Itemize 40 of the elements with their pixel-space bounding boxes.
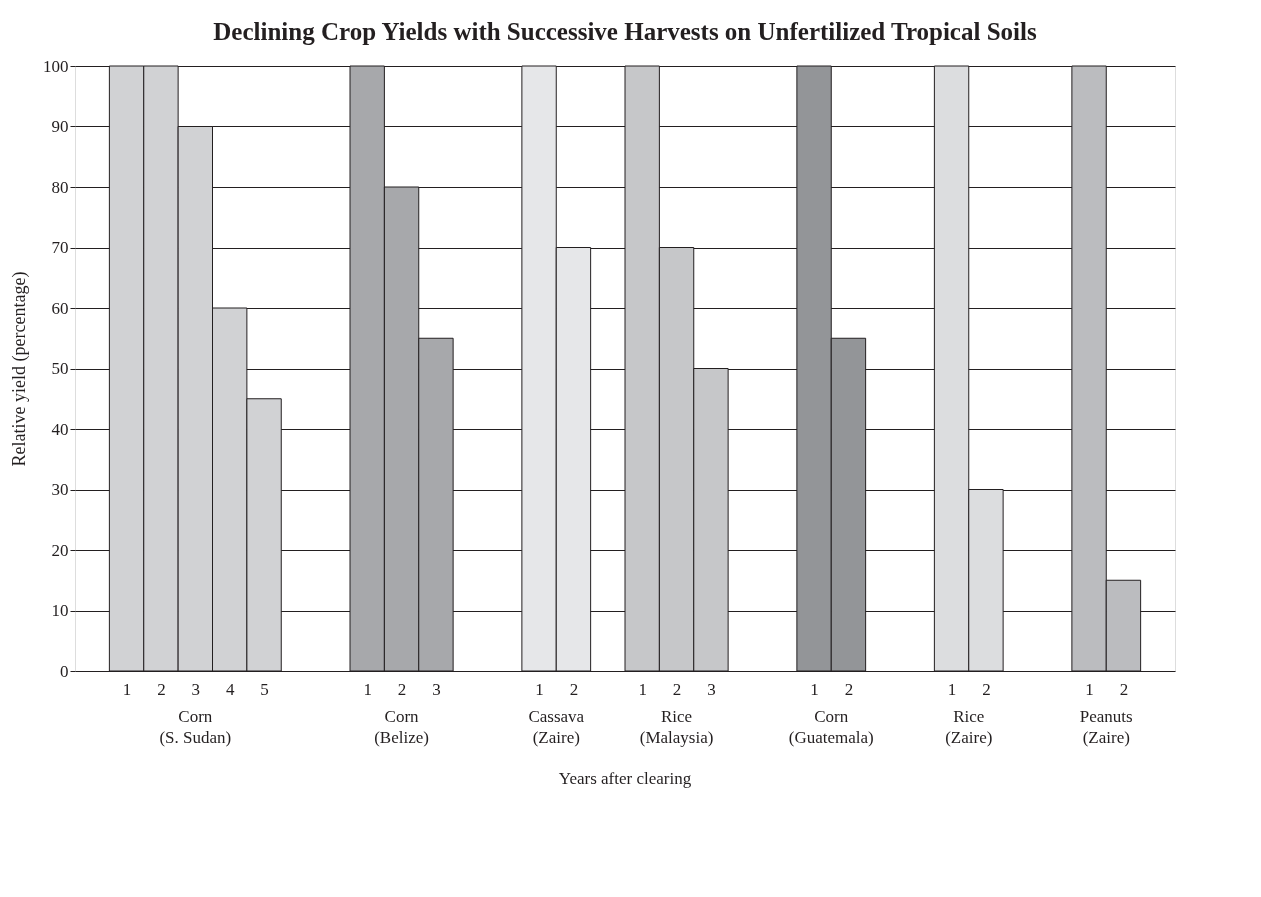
x-tick-label: 1 <box>947 679 957 699</box>
y-tick-label: 0 <box>60 661 69 681</box>
text: Rice (Malaysia) <box>639 707 714 747</box>
y-axis-title: Relative yield (percentage) <box>9 271 30 467</box>
chart-title: Declining Crop Yields with Successive Harvests on Unfertilized Tropical Soils <box>213 18 1037 45</box>
x-tick-label: 3 <box>191 679 201 699</box>
text: Corn (S. Sudan) <box>159 707 232 747</box>
x-tick-label: 3 <box>432 679 441 699</box>
x-tick-label: 1 <box>810 679 819 699</box>
x-tick-label: 4 <box>225 679 235 699</box>
x-tick-label: 2 <box>157 679 166 699</box>
y-tick-label: 60 <box>51 298 69 318</box>
x-tick-label: 2 <box>844 679 854 699</box>
y-tick-label: 100 <box>43 56 69 76</box>
x-tick-label: 1 <box>1085 679 1094 699</box>
x-tick-label: 1 <box>535 679 544 699</box>
y-tick-label: 20 <box>51 540 69 560</box>
text: Cassava (Zaire) <box>528 707 585 747</box>
y-tick-label: 10 <box>51 601 69 620</box>
x-tick-label: 2 <box>569 679 579 699</box>
y-tick-label: 40 <box>51 419 69 439</box>
text: Corn (Belize) <box>374 707 429 747</box>
text: Corn (Guatemala) <box>788 707 874 747</box>
y-tick-label: 90 <box>51 117 69 136</box>
x-tick-label: 2 <box>397 679 407 699</box>
x-axis-title: Years after clearing <box>558 769 692 788</box>
x-tick-label: 2 <box>982 679 991 699</box>
x-tick-label: 3 <box>707 679 716 699</box>
y-tick-label: 30 <box>51 480 69 499</box>
x-tick-label: 2 <box>1119 679 1129 699</box>
x-tick-label: 5 <box>260 679 269 699</box>
x-tick-label: 1 <box>122 679 132 699</box>
y-tick-label: 50 <box>51 359 69 378</box>
x-tick-label: 1 <box>638 679 647 699</box>
y-tick-label: 70 <box>51 238 69 257</box>
x-tick-label: 2 <box>672 679 682 699</box>
text: Rice (Zaire) <box>945 707 993 747</box>
x-tick-label: 1 <box>363 679 372 699</box>
y-tick-label: 80 <box>51 177 69 197</box>
text: Peanuts (Zaire) <box>1079 707 1133 747</box>
